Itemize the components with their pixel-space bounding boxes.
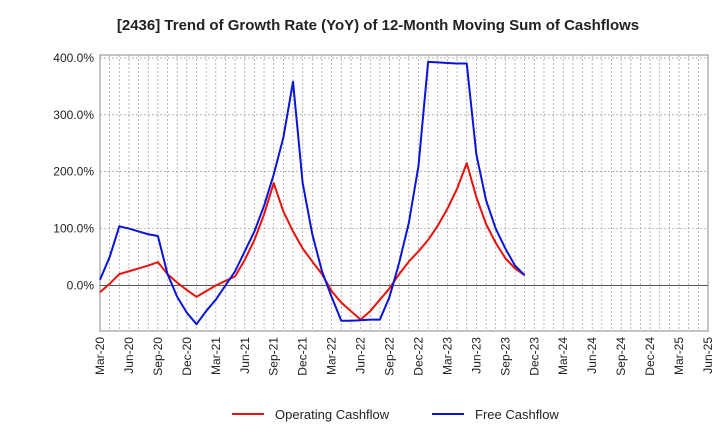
plot-area: [99, 54, 709, 332]
x-tick-label: Mar-21: [209, 337, 223, 375]
x-tick-label: Mar-23: [440, 337, 454, 375]
x-tick-label: Dec-21: [296, 337, 310, 376]
x-tick-label: Jun-25: [701, 337, 715, 374]
y-tick-label: 100.0%: [53, 222, 94, 236]
x-tick-label: Mar-20: [93, 337, 107, 375]
y-tick-label: 400.0%: [53, 51, 94, 65]
chart-title: [2436] Trend of Growth Rate (YoY) of 12-…: [117, 17, 639, 34]
legend-label: Free Cashflow: [475, 407, 559, 422]
x-tick-label: Jun-20: [122, 337, 136, 374]
y-tick-label: 200.0%: [53, 165, 94, 179]
x-tick-label: Dec-22: [411, 337, 425, 376]
x-tick-label: Sep-24: [614, 337, 628, 376]
x-tick-label: Sep-20: [151, 337, 165, 376]
x-tick-label: Dec-24: [643, 337, 657, 376]
legend: Operating Cashflow Free Cashflow: [232, 407, 559, 422]
x-tick-label: Dec-20: [180, 337, 194, 376]
x-tick-label: Sep-23: [498, 337, 512, 376]
series-line-operating-cashflow: [99, 162, 526, 321]
y-tick-label: 0.0%: [67, 278, 95, 292]
x-tick-label: Jun-22: [354, 337, 368, 374]
x-tick-label: Sep-22: [383, 337, 397, 376]
x-tick-label: Jun-23: [469, 337, 483, 374]
x-tick-label: Dec-23: [527, 337, 541, 376]
legend-label: Operating Cashflow: [275, 407, 390, 422]
x-tick-label: Sep-21: [267, 337, 281, 376]
x-tick-label: Jun-21: [238, 337, 252, 374]
y-tick-label: 300.0%: [53, 108, 94, 122]
x-tick-label: Mar-24: [556, 337, 570, 375]
x-tick-label: Mar-22: [325, 337, 339, 375]
x-tick-label: Jun-24: [585, 337, 599, 374]
x-tick-label: Mar-25: [672, 337, 686, 375]
series-line-free-cashflow: [99, 60, 526, 326]
